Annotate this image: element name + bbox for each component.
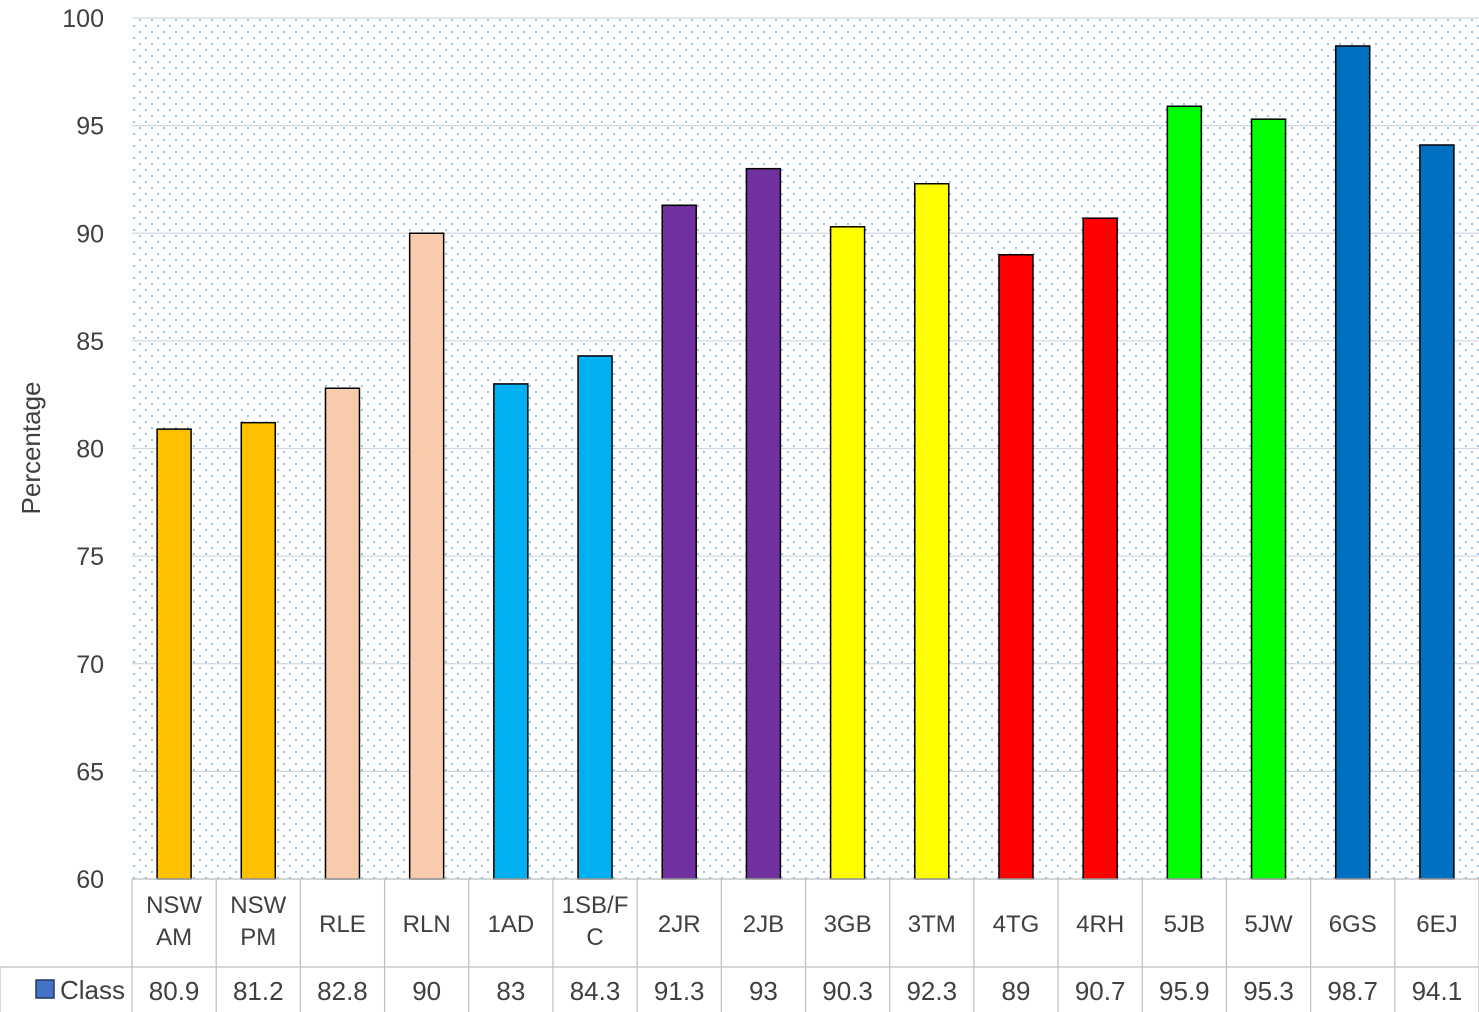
- data-table: NSW AM 80.9 NSW PM 81.2 RLE 82.8 RLN 90 1AD 83 1SB/F…: [0, 878, 1479, 1012]
- x-category-label: 6GS: [1329, 911, 1377, 938]
- x-category-label: C: [586, 924, 603, 951]
- bar: [1166, 105, 1203, 880]
- data-label: 95.3: [1243, 976, 1294, 1006]
- bar: [324, 387, 361, 880]
- bar: [1082, 217, 1118, 880]
- data-label: 91.3: [654, 976, 705, 1006]
- bars: [156, 45, 1455, 880]
- data-label: 90.3: [822, 976, 873, 1006]
- bar: [156, 428, 192, 880]
- bar: [745, 167, 782, 880]
- bar: [914, 182, 950, 880]
- data-label: 80.9: [149, 976, 200, 1006]
- y-tick-label: 75: [76, 543, 104, 571]
- data-label: 94.1: [1412, 976, 1463, 1006]
- bar: [998, 254, 1034, 880]
- y-tick-label: 60: [76, 866, 104, 894]
- bar: [408, 232, 445, 880]
- data-label: 81.2: [233, 976, 284, 1006]
- x-category-label: 4TG: [993, 911, 1040, 938]
- data-label: 95.9: [1159, 976, 1210, 1006]
- x-category-label: 2JR: [658, 911, 701, 938]
- bar: [1419, 144, 1455, 880]
- data-label: 89: [1002, 976, 1031, 1006]
- y-axis-label: Percentage: [16, 382, 46, 515]
- data-label: 92.3: [906, 976, 957, 1006]
- data-label: 90.7: [1075, 976, 1126, 1006]
- data-label: 90: [412, 976, 441, 1006]
- y-axis-ticks: 60 65 70 75 80 85 90 95 100: [62, 5, 104, 894]
- x-category-label: RLE: [319, 911, 366, 938]
- bar: [661, 204, 697, 880]
- bar: [1334, 45, 1371, 880]
- x-category-label: 5JW: [1245, 911, 1293, 938]
- data-label: 83: [496, 976, 525, 1006]
- x-category-label: PM: [240, 924, 276, 951]
- x-category-label: NSW: [230, 892, 286, 919]
- x-category-label: NSW: [146, 892, 202, 919]
- x-category-label: 1AD: [488, 911, 535, 938]
- data-label: 84.3: [570, 976, 621, 1006]
- bar: [577, 355, 613, 880]
- x-category-label: 5JB: [1164, 911, 1205, 938]
- legend-label: Class: [60, 975, 125, 1005]
- y-tick-label: 100: [62, 5, 104, 33]
- bar: [493, 383, 529, 880]
- x-category-label: AM: [156, 924, 192, 951]
- x-category-label: 3TM: [908, 911, 956, 938]
- x-category-label: 6EJ: [1416, 911, 1457, 938]
- x-category-label: 2JB: [743, 911, 784, 938]
- y-tick-label: 70: [76, 651, 104, 679]
- legend-key: [35, 979, 55, 999]
- y-tick-label: 80: [76, 436, 104, 464]
- bar: [1250, 118, 1287, 880]
- x-category-label: 4RH: [1076, 911, 1124, 938]
- y-tick-label: 65: [76, 758, 104, 786]
- data-label: 98.7: [1327, 976, 1378, 1006]
- bar: [829, 226, 866, 880]
- data-label: 93: [749, 976, 778, 1006]
- data-label: 82.8: [317, 976, 368, 1006]
- y-tick-label: 90: [76, 220, 104, 248]
- x-category-label: 3GB: [824, 911, 872, 938]
- bar: [240, 421, 277, 880]
- x-category-label: 1SB/F: [562, 892, 629, 919]
- x-category-label: RLN: [403, 911, 451, 938]
- y-tick-label: 85: [76, 328, 104, 356]
- y-tick-label: 95: [76, 113, 104, 141]
